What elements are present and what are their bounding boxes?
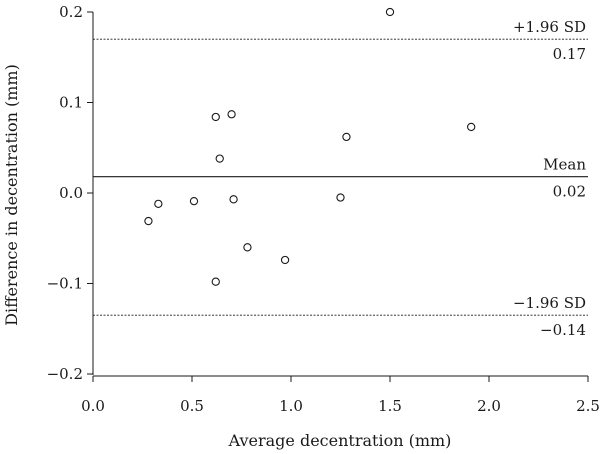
x-tick-label: 0.0 [81, 397, 105, 415]
reference-lines: +1.96 SD 0.17 Mean 0.02 −1.96 SD −0.14 [93, 18, 588, 339]
y-tick-label: 0.2 [59, 3, 83, 21]
reference-line-label: −1.96 SD [513, 294, 586, 312]
data-point [467, 122, 476, 132]
data-point [280, 255, 290, 265]
y-tick-label: 0.1 [59, 94, 83, 112]
data-point [336, 193, 345, 202]
data-point [154, 199, 163, 209]
data-points [144, 7, 476, 286]
data-point [144, 216, 153, 226]
reference-line-value: 0.17 [553, 45, 586, 63]
data-point [227, 110, 236, 119]
y-axis: −0.2 −0.1 0.0 0.1 0.2 [47, 3, 94, 383]
reference-line-value: −0.14 [540, 321, 586, 339]
x-tick-label: 1.0 [279, 397, 303, 415]
data-point [215, 154, 224, 163]
y-tick-label: −0.2 [47, 365, 83, 383]
y-axis-label: Difference in decentration (mm) [2, 64, 21, 326]
data-point [243, 243, 252, 252]
x-axis: 0.0 0.5 1.0 1.5 2.0 2.5 [81, 375, 600, 415]
data-point [189, 196, 199, 206]
x-axis-label: Average decentration (mm) [228, 431, 452, 450]
data-point [211, 277, 220, 286]
reference-line-label: +1.96 SD [513, 18, 586, 36]
x-tick-label: 2.0 [477, 397, 501, 415]
y-tick-label: 0.0 [59, 184, 83, 202]
data-point [229, 195, 238, 204]
data-point [211, 112, 220, 122]
reference-line-value: 0.02 [553, 183, 586, 201]
data-point [385, 7, 395, 17]
x-tick-label: 1.5 [378, 397, 402, 415]
y-tick-label: −0.1 [47, 275, 83, 293]
x-tick-label: 2.5 [576, 397, 600, 415]
reference-line-label: Mean [543, 156, 586, 174]
data-point [342, 132, 351, 142]
x-tick-label: 0.5 [180, 397, 204, 415]
